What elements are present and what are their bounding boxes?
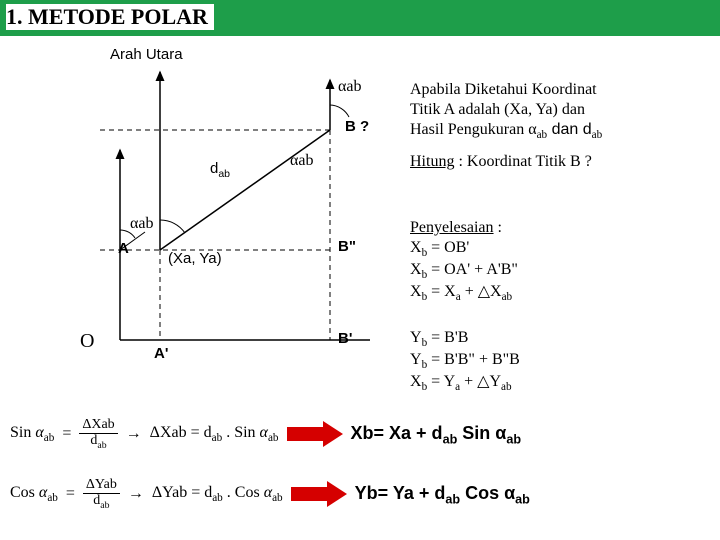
header-bar: 1. METODE POLAR	[0, 0, 720, 36]
explain-l3: Hasil Pengukuran αab dan dab	[410, 120, 710, 142]
formula-final-xb: Xb= Xa + dab Sin αab	[351, 423, 522, 447]
penyes-title: Penyelesaian :	[410, 218, 710, 238]
red-arrow-icon	[285, 419, 345, 449]
formula-final-yb: Yb= Ya + dab Cos αab	[355, 483, 530, 507]
label-B-question: B ?	[345, 118, 369, 135]
yb-block: Yb = B'B Yb = B'B" + B"B Xb = Ya + △Yab	[410, 328, 710, 395]
penyes-l1: Xb = OB'	[410, 238, 710, 260]
label-XaYa: (Xa, Ya)	[168, 250, 222, 267]
formula-cos-left: Cos αab = ΔYabdab → ΔYab = dab . Cos αab	[10, 478, 283, 511]
red-arrow-icon	[289, 479, 349, 509]
yb-l3: Xb = Ya + △Yab	[410, 372, 710, 394]
penyes-l2: Xb = OA' + A'B"	[410, 260, 710, 282]
label-Bprime: B'	[338, 330, 352, 347]
yb-l2: Yb = B'B" + B"B	[410, 350, 710, 372]
line-AB	[160, 130, 330, 250]
penyes-l3: Xb = Xa + △Xab	[410, 282, 710, 304]
label-Bpp: B"	[338, 238, 356, 255]
explain-l2: Titik A adalah (Xa, Ya) dan	[410, 100, 710, 120]
diagram-svg	[60, 60, 400, 370]
label-alpha-ab-low: αab	[130, 215, 153, 233]
label-d-ab: dab	[210, 160, 230, 180]
arc-alpha-A	[160, 220, 185, 233]
formula-sin-left: Sin αab = ΔXabdab → ΔXab = dab . Sin αab	[10, 418, 279, 451]
explain-l1: Apabila Diketahui Koordinat	[410, 80, 710, 100]
formula-row-sin: Sin αab = ΔXabdab → ΔXab = dab . Sin αab…	[10, 418, 710, 451]
page-title: 1. METODE POLAR	[6, 4, 214, 30]
penyelesaian-block: Penyelesaian : Xb = OB' Xb = OA' + A'B" …	[410, 218, 710, 305]
label-O: O	[80, 330, 94, 353]
explain-hitung: Hitung : Koordinat Titik B ?	[410, 152, 710, 172]
yb-l1: Yb = B'B	[410, 328, 710, 350]
label-A: A	[118, 240, 129, 257]
polar-diagram: αab B ? dab αab αab A (Xa, Ya) B" O A' B…	[60, 60, 400, 370]
formula-row-cos: Cos αab = ΔYabdab → ΔYab = dab . Cos αab…	[10, 478, 710, 511]
explanation-text: Apabila Diketahui Koordinat Titik A adal…	[410, 80, 710, 172]
label-alpha-ab-mid: αab	[290, 152, 313, 170]
label-Aprime: A'	[154, 345, 168, 362]
arc-alpha-B	[330, 105, 349, 117]
label-alpha-ab-top: αab	[338, 78, 361, 96]
